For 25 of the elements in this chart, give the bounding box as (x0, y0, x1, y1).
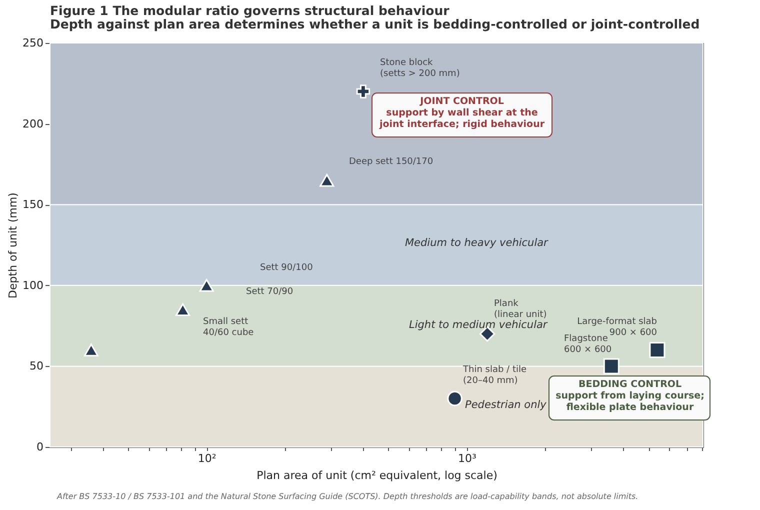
chart-title: Figure 1 The modular ratio governs structural behaviour (50, 3, 450, 18)
text: After BS 7533-10 / BS 7533-101 and the Natural Stone Surfacing Guide (SCOTS). Depth thresholds are load-capability bands, not absolute limits. (56, 492, 638, 501)
y-tick-label: 0 (36, 440, 44, 454)
annotation: Medium to heavy vehicular (405, 237, 549, 249)
annotation: Stone block (setts > 200 mm) (380, 58, 460, 79)
y-axis-title: Depth of unit (mm) (6, 192, 20, 298)
x-tick-label: 10³ (458, 452, 476, 465)
annotation: Plank (linear unit) (494, 299, 547, 320)
y-tick-label: 250 (22, 36, 44, 50)
annotation: Pedestrian only (465, 399, 548, 411)
y-tick-label: 100 (22, 278, 44, 292)
annotation: Light to medium vehicular (409, 319, 548, 331)
annotation: JOINT CONTROL support by wall shear at the joint interface; rigid behaviour (378, 96, 545, 130)
y-tick-label: 150 (22, 198, 44, 212)
annotation: Thin slab / tile (20–40 mm) (462, 365, 527, 386)
y-tick-label: 200 (22, 117, 44, 130)
annotation: BEDDING CONTROL support from laying course; flexible plate behaviour (556, 379, 704, 413)
x-axis-title: Plan area of unit (cm² equivalent, log scale) (256, 469, 498, 482)
annotation: Sett 70/90 (246, 287, 294, 297)
annotation: Small sett 40/60 cube (203, 317, 254, 338)
annotation: Deep sett 150/170 (349, 157, 434, 167)
y-tick-label: 50 (30, 360, 44, 373)
x-tick-label: 10² (198, 452, 216, 465)
annotation: Sett 90/100 (260, 263, 314, 273)
chart-subtitle: Depth against plan area determines whether a unit is bedding-controlled or joint-controlled (50, 16, 700, 32)
